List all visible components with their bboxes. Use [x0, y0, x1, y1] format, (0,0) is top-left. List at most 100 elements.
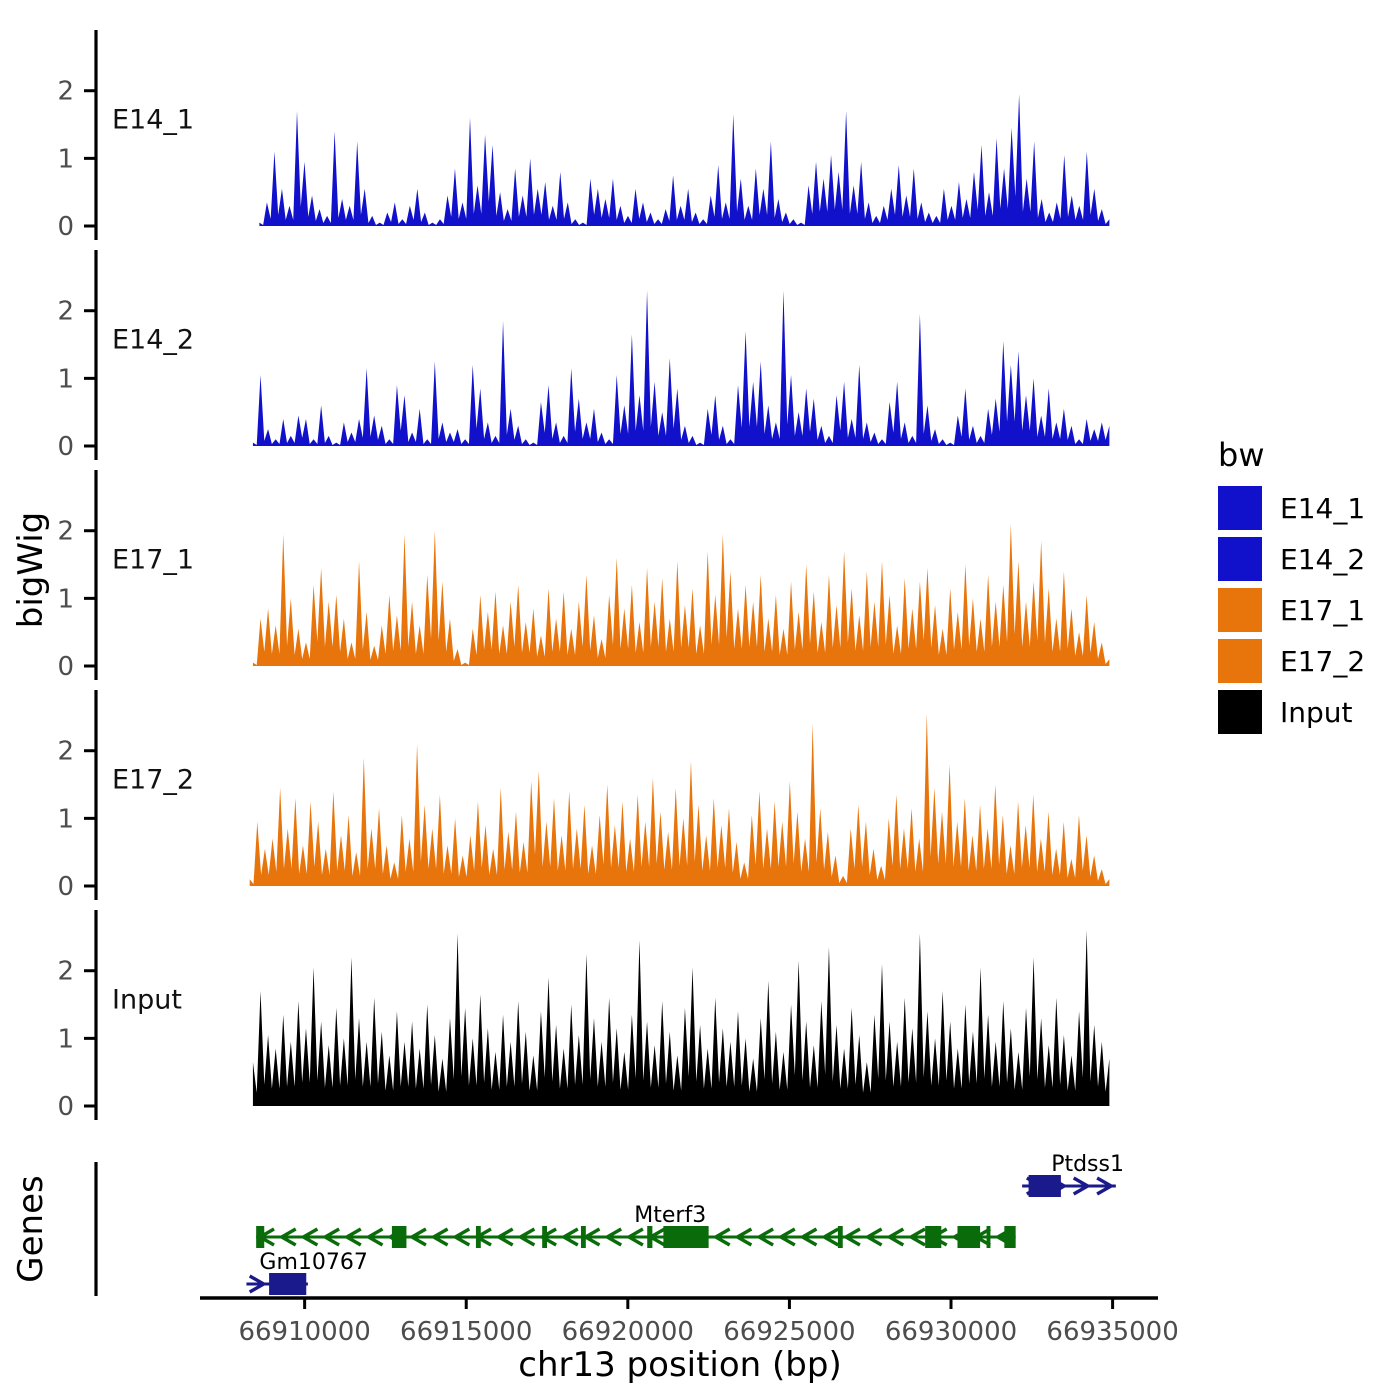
- gene-strand-arrow: [1072, 1176, 1092, 1196]
- gene-strand-arrow: [248, 1274, 268, 1294]
- gene-gm10767[interactable]: Gm10767: [246, 1250, 368, 1295]
- y-tick-label: 1: [57, 804, 74, 834]
- legend-swatch: [1218, 537, 1262, 581]
- x-tick-label: 66935000: [1046, 1317, 1178, 1347]
- panel-strip-label-e17_1: E17_1: [112, 545, 194, 576]
- x-tick-label: 66930000: [885, 1317, 1017, 1347]
- legend-title: bw: [1218, 436, 1264, 474]
- legend-item-e14_1[interactable]: E14_1: [1218, 486, 1365, 530]
- genes-panel-group: Ptdss1 Mterf3 Gm10767: [94, 1152, 1124, 1296]
- gene-strand-arrow: [365, 1227, 384, 1247]
- legend-swatch: [1218, 639, 1262, 683]
- gene-strand-arrow: [560, 1227, 579, 1247]
- gene-exon: [256, 1226, 265, 1248]
- legend-swatch: [1218, 690, 1262, 734]
- bigwig-panel-e17_1: 0 1 2 E17_1: [57, 470, 1110, 682]
- y-tick-label: 1: [57, 1024, 74, 1054]
- y-tick-label: 2: [57, 957, 74, 987]
- gene-strand-arrow: [842, 1227, 861, 1247]
- x-tick-label: 66920000: [562, 1317, 694, 1347]
- gene-strand-arrow: [516, 1227, 536, 1247]
- legend-item-e17_1[interactable]: E17_1: [1218, 588, 1365, 632]
- y-tick-label: 1: [57, 364, 74, 394]
- gene-exon: [957, 1226, 981, 1248]
- legend-swatch: [1218, 588, 1262, 632]
- gene-exon: [986, 1226, 991, 1248]
- gene-strand-arrow: [820, 1227, 840, 1247]
- legend-item-e17_2[interactable]: E17_2: [1218, 639, 1365, 683]
- genes-axis-title: Genes: [11, 1175, 51, 1282]
- gene-strand-arrow: [343, 1227, 362, 1247]
- x-tick-label: 66910000: [238, 1317, 370, 1347]
- gene-exon: [580, 1226, 586, 1248]
- panel-strip-label-input: Input: [112, 985, 182, 1016]
- gene-strand-arrow: [278, 1227, 297, 1247]
- bigwig-area-e17_2: [249, 713, 1110, 886]
- x-tick-label: 66925000: [723, 1317, 855, 1347]
- y-tick-label: 1: [57, 584, 74, 614]
- gene-exon: [391, 1226, 407, 1248]
- bigwig-area-input: [252, 930, 1110, 1106]
- y-axis-title: bigWig: [11, 512, 51, 629]
- gene-strand-arrow: [712, 1227, 731, 1247]
- bigwig-area-e14_1: [259, 94, 1110, 226]
- gene-exon: [925, 1226, 942, 1248]
- x-axis-title: chr13 position (bp): [518, 1345, 841, 1385]
- legend-label: E17_1: [1280, 594, 1365, 627]
- gene-strand-arrow: [885, 1227, 905, 1247]
- bigwig-panel-e14_1: 0 1 2 E14_1: [57, 30, 1110, 242]
- gene-exon: [663, 1226, 709, 1248]
- gene-ptdss1[interactable]: Ptdss1: [1022, 1152, 1124, 1197]
- gene-strand-arrow: [755, 1227, 774, 1247]
- gene-strand-arrow: [299, 1227, 319, 1247]
- bigwig-panel-e14_2: 0 1 2 E14_2: [57, 250, 1110, 462]
- legend-label: Input: [1280, 696, 1353, 729]
- gene-label-gm10767: Gm10767: [259, 1250, 367, 1275]
- gene-strand-arrow: [603, 1227, 623, 1247]
- legend-label: E14_1: [1280, 492, 1365, 525]
- bigwig-panels-group: 0 1 2 E14_1 0 1 2 E14_2 0 1 2 E17_1 0 1 2 E17_2 0 1 2 Input: [57, 30, 1110, 1122]
- gene-label-mterf3: Mterf3: [634, 1203, 706, 1228]
- gene-strand-arrow: [451, 1227, 471, 1247]
- gene-strand-arrow: [864, 1227, 883, 1247]
- gene-strand-arrow: [408, 1227, 427, 1247]
- y-tick-label: 0: [57, 652, 74, 682]
- x-axis-group: 66910000 66915000 66920000 66925000 66930000…: [200, 1296, 1179, 1347]
- legend-swatch: [1218, 486, 1262, 530]
- gene-label-ptdss1: Ptdss1: [1051, 1152, 1124, 1177]
- gene-strand-arrow: [907, 1227, 926, 1247]
- legend-item-input[interactable]: Input: [1218, 690, 1353, 734]
- gene-strand-arrow: [538, 1227, 557, 1247]
- bigwig-area-e14_2: [252, 290, 1110, 446]
- gene-strand-arrow: [733, 1227, 753, 1247]
- axis-titles-group: bigWig Genes chr13 position (bp): [11, 512, 842, 1385]
- gene-strand-arrow: [1096, 1176, 1115, 1196]
- panel-strip-label-e14_1: E14_1: [112, 105, 194, 136]
- legend-label: E17_2: [1280, 645, 1365, 678]
- gene-exon: [542, 1226, 548, 1248]
- gene-exon: [1004, 1226, 1016, 1248]
- gene-exon: [269, 1273, 307, 1295]
- y-tick-label: 2: [57, 737, 74, 767]
- gene-exon: [837, 1226, 843, 1248]
- gene-strand-arrow: [625, 1227, 644, 1247]
- gene-strand-arrow: [495, 1227, 514, 1247]
- legend-label: E14_2: [1280, 543, 1365, 576]
- gene-strand-arrow: [430, 1227, 449, 1247]
- y-tick-label: 0: [57, 1092, 74, 1122]
- bigwig-area-e17_1: [252, 523, 1110, 666]
- legend-item-e14_2[interactable]: E14_2: [1218, 537, 1365, 581]
- bigwig-panel-e17_2: 0 1 2 E17_2: [57, 690, 1110, 902]
- gene-exon: [647, 1226, 653, 1248]
- panel-strip-label-e17_2: E17_2: [112, 765, 194, 796]
- panel-strip-label-e14_2: E14_2: [112, 325, 194, 356]
- gene-mterf3[interactable]: Mterf3: [256, 1203, 1016, 1248]
- gene-strand-arrow: [777, 1227, 796, 1247]
- x-tick-label: 66915000: [400, 1317, 532, 1347]
- gene-strand-arrow: [799, 1227, 818, 1247]
- bigwig-panel-input: 0 1 2 Input: [57, 910, 1110, 1122]
- y-tick-label: 2: [57, 517, 74, 547]
